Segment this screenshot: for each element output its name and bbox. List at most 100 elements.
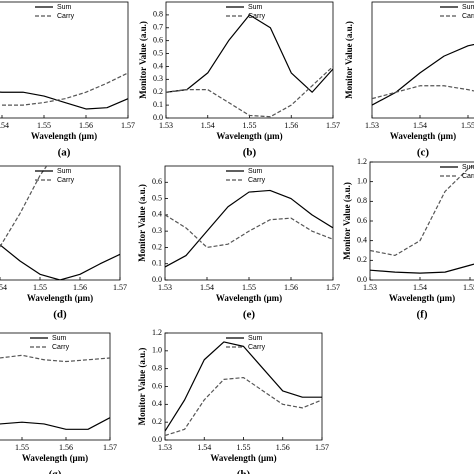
x-axis-label: Wavelength (μm) <box>22 453 88 463</box>
plot-frame <box>369 161 474 281</box>
legend-label: Carry <box>248 344 266 351</box>
x-tick-label: 1.53 <box>158 443 172 452</box>
plot-lines <box>372 43 474 106</box>
y-tick-label: 0.6 <box>357 216 367 225</box>
x-tick-label: 1.55 <box>461 121 474 130</box>
x-axis-label: Wavelength (μm) <box>27 293 93 303</box>
y-tick-label: 0.8 <box>153 10 163 19</box>
panel-label: (d) <box>53 309 67 321</box>
y-tick-label: 0.4 <box>153 61 163 70</box>
panel-label: (c) <box>417 147 430 159</box>
legend-label: Sum <box>52 335 67 342</box>
series-line <box>370 263 474 274</box>
y-tick-label: 0.0 <box>357 275 367 284</box>
y-tick-label: 0.4 <box>152 399 162 408</box>
series-line <box>165 189 333 268</box>
y-tick-label: 0.5 <box>153 48 163 57</box>
y-tick-label: 0.3 <box>153 74 163 83</box>
panel-label: (e) <box>243 309 256 321</box>
y-tick-label: 0.8 <box>152 363 162 372</box>
x-tick-label: 1.55 <box>15 443 29 452</box>
y-tick-label: 1.2 <box>357 157 367 166</box>
plot-lines <box>0 166 120 280</box>
x-tick-label: 1.55 <box>463 283 474 292</box>
legend-label: Sum <box>248 168 263 175</box>
series-line <box>370 166 474 257</box>
x-tick-label: 1.55 <box>242 283 256 292</box>
panel: 1.531.541.551.561.570.00.20.40.60.81.01.… <box>342 157 474 321</box>
y-tick-label: 0.6 <box>153 35 163 44</box>
x-tick-label: 1.55 <box>243 121 257 130</box>
legend-label: Carry <box>52 344 70 351</box>
x-axis-label: Wavelength (μm) <box>210 453 276 463</box>
y-axis-label: Monitor Value (a.u.) <box>342 182 352 260</box>
legend-label: Carry <box>248 13 266 20</box>
x-tick-label: 1.55 <box>33 283 47 292</box>
plot-lines <box>165 189 333 268</box>
x-tick-label: 1.54 <box>413 283 427 292</box>
series-line <box>166 14 333 93</box>
y-tick-label: 0.4 <box>152 210 162 219</box>
panel-label: (b) <box>243 147 257 159</box>
y-tick-label: 0.1 <box>153 100 163 109</box>
x-tick-label: 1.57 <box>326 283 340 292</box>
series-line <box>0 244 120 280</box>
x-tick-label: 1.55 <box>37 121 51 130</box>
x-tick-label: 1.54 <box>201 121 215 130</box>
y-tick-label: 0.6 <box>152 381 162 390</box>
x-tick-label: 1.54 <box>0 121 9 130</box>
panel-label: (g) <box>49 469 62 474</box>
x-axis-label: Wavelength (μm) <box>389 293 455 303</box>
x-tick-label: 1.57 <box>315 443 329 452</box>
legend-label: Carry <box>57 13 75 20</box>
series-line <box>165 214 333 249</box>
x-tick-label: 1.57 <box>326 121 340 130</box>
x-tick-label: 1.53 <box>363 283 377 292</box>
x-tick-label: 1.57 <box>103 443 117 452</box>
series-line <box>0 91 128 110</box>
legend-label: Carry <box>462 173 474 180</box>
y-tick-label: 0.0 <box>153 113 163 122</box>
y-tick-label: 0.2 <box>152 417 162 426</box>
x-axis-label: Wavelength (μm) <box>390 131 456 141</box>
x-tick-label: 1.53 <box>158 283 172 292</box>
y-tick-label: 0.2 <box>152 242 162 251</box>
series-line <box>0 354 110 363</box>
y-tick-label: 0.0 <box>152 275 162 284</box>
legend-label: Sum <box>57 168 72 175</box>
y-tick-label: 0.2 <box>357 255 367 264</box>
x-tick-label: 1.54 <box>197 443 211 452</box>
y-tick-label: 0.0 <box>152 435 162 444</box>
x-tick-label: 1.54 <box>200 283 214 292</box>
panel: 1.53 1.54 1.55 1.56 1.57 0.0 0.1 0.2 0.3 0.4 0.5 0.… <box>138 1 340 159</box>
y-tick-label: 0.5 <box>152 193 162 202</box>
series-line <box>166 66 333 118</box>
x-tick-label: 1.56 <box>59 443 73 452</box>
y-tick-label: 0.3 <box>152 226 162 235</box>
plot-lines <box>0 72 128 110</box>
x-tick-label: 1.56 <box>284 283 298 292</box>
series-line <box>165 376 322 437</box>
y-tick-label: 1.0 <box>152 346 162 355</box>
legend-label: Sum <box>248 335 263 342</box>
y-tick-label: 0.8 <box>357 196 367 205</box>
x-tick-label: 1.56 <box>79 121 93 130</box>
series-line <box>165 341 322 432</box>
panel: 1.53 1.54 1.55 1.56 1.57 0.0 0.1 0.2 0.3 0.4 0.5 0.… <box>137 165 340 321</box>
y-axis-label: Monitor Value (a.u.) <box>138 21 148 99</box>
x-tick-label: 1.56 <box>284 121 298 130</box>
panel-label: (a) <box>58 147 71 159</box>
y-tick-label: 1.0 <box>357 176 367 185</box>
y-axis-label: Monitor Value (a.u.) <box>344 21 354 99</box>
legend-label: Sum <box>462 4 474 11</box>
plot-frame <box>371 1 474 119</box>
legend-label: Sum <box>462 164 474 171</box>
plot-lines <box>166 14 333 118</box>
series-line <box>0 166 48 248</box>
legend-label: Carry <box>57 177 75 184</box>
x-axis-label: Wavelength (μm) <box>31 131 97 141</box>
series-line <box>372 43 474 106</box>
